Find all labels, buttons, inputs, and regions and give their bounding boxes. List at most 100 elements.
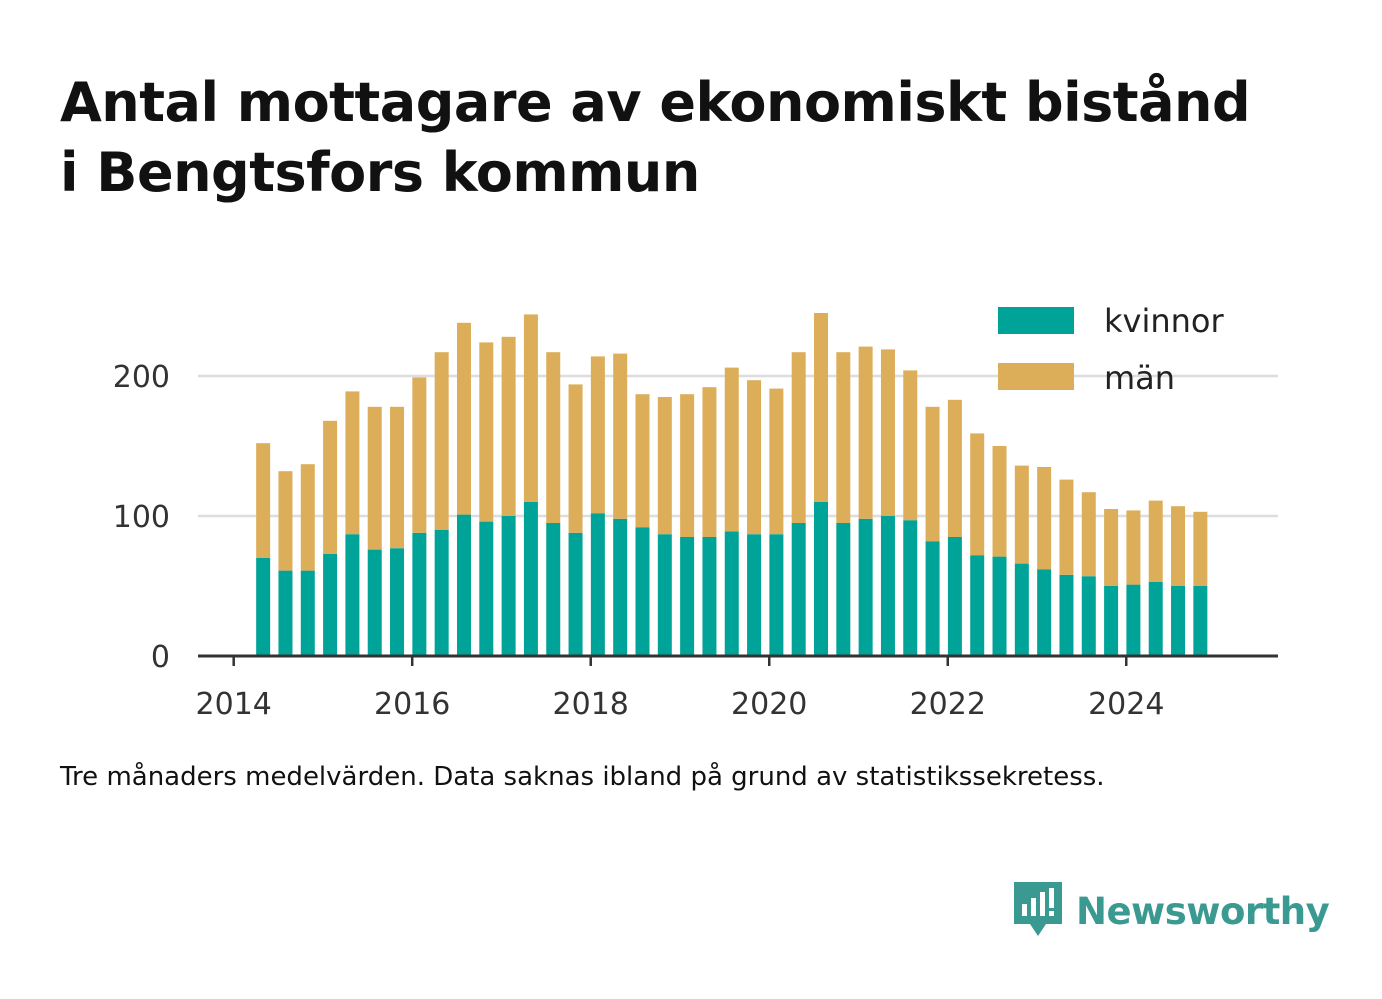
bar-man xyxy=(256,443,271,558)
bar-man xyxy=(546,352,561,523)
x-tick-label-2016: 2016 xyxy=(374,687,450,722)
bar-kvinnor xyxy=(880,516,895,656)
bar-man xyxy=(1126,510,1141,585)
bar-kvinnor xyxy=(278,570,293,656)
bar-kvinnor xyxy=(1148,581,1163,656)
bar-man xyxy=(479,342,494,522)
bar-man xyxy=(434,352,449,530)
bar-kvinnor xyxy=(1014,563,1029,656)
bar-kvinnor xyxy=(657,534,672,656)
bar-kvinnor xyxy=(814,502,829,656)
newsworthy-brand[interactable]: Newsworthy xyxy=(1012,880,1330,942)
bar-kvinnor xyxy=(501,516,516,656)
bar-man xyxy=(992,446,1007,557)
bar-kvinnor xyxy=(702,537,717,656)
bar-kvinnor xyxy=(367,549,382,656)
bar-man xyxy=(635,394,650,528)
bar-kvinnor xyxy=(724,531,739,656)
bar-man xyxy=(814,313,829,502)
bar-man xyxy=(345,391,360,535)
footnote: Tre månaders medelvärden. Data saknas ib… xyxy=(60,762,1105,792)
chart-title-line-1: Antal mottagare av ekonomiskt bistånd xyxy=(60,71,1251,134)
bar-kvinnor xyxy=(613,518,628,656)
x-tick-label-2018: 2018 xyxy=(553,687,629,722)
bar-kvinnor xyxy=(1193,586,1208,656)
bar-kvinnor xyxy=(523,502,538,656)
bar-man xyxy=(523,314,538,502)
bar-kvinnor xyxy=(1104,586,1119,656)
chart-title-line-2: i Bengtsfors kommun xyxy=(60,141,700,204)
bar-man xyxy=(590,356,605,514)
stacked-bar-chart: 2014 2016 2018 2020 2022 2024 0 100 200 kvinnor … xyxy=(113,302,1278,722)
bar-man xyxy=(747,380,762,535)
bar-man xyxy=(367,406,382,550)
bar-man xyxy=(1193,511,1208,586)
bar-man xyxy=(412,377,427,533)
bar-kvinnor xyxy=(680,537,695,656)
bar-kvinnor xyxy=(635,527,650,656)
newsworthy-logo-icon xyxy=(1012,880,1064,942)
bar-man xyxy=(657,397,672,535)
bar-man xyxy=(836,352,851,523)
x-tick-label-2020: 2020 xyxy=(731,687,807,722)
axes: 2014 2016 2018 2020 2022 2024 0 100 200 xyxy=(113,360,1278,722)
bar-man xyxy=(925,406,940,542)
bar-man xyxy=(680,394,695,537)
bar-man xyxy=(1171,506,1186,586)
x-tick-label-2014: 2014 xyxy=(196,687,272,722)
bar-man xyxy=(1148,500,1163,582)
bar-kvinnor xyxy=(390,548,405,656)
bar-kvinnor xyxy=(836,523,851,656)
bar-kvinnor xyxy=(925,541,940,656)
y-tick-label-200: 200 xyxy=(113,360,170,395)
bar-man xyxy=(501,336,516,516)
bar-kvinnor xyxy=(323,553,338,656)
legend-label-kvinnor: kvinnor xyxy=(1104,302,1225,340)
bar-kvinnor xyxy=(345,534,360,656)
bar-kvinnor xyxy=(412,532,427,656)
bar-kvinnor xyxy=(791,523,806,656)
bar-kvinnor xyxy=(546,523,561,656)
bar-man xyxy=(568,384,583,533)
bar-kvinnor xyxy=(769,534,784,656)
bar-kvinnor xyxy=(858,518,873,656)
bar-man xyxy=(970,433,985,556)
bar-kvinnor xyxy=(1126,584,1141,656)
bar-kvinnor xyxy=(590,513,605,656)
y-tick-label-0: 0 xyxy=(151,640,170,675)
bar-man xyxy=(613,353,628,519)
bar-man xyxy=(1081,492,1096,577)
bar-man xyxy=(390,406,405,549)
bar-kvinnor xyxy=(300,570,315,656)
bar-man xyxy=(903,370,918,521)
legend-swatch-kvinnor xyxy=(998,307,1074,334)
x-tick-label-2024: 2024 xyxy=(1088,687,1164,722)
chart-title: Antal mottagare av ekonomiskt bistånd i … xyxy=(60,68,1340,208)
bar-kvinnor xyxy=(479,521,494,656)
x-tick-label-2022: 2022 xyxy=(910,687,986,722)
bar-kvinnor xyxy=(256,558,271,656)
bar-man xyxy=(769,388,784,535)
bar-man xyxy=(278,471,293,571)
bar-man xyxy=(791,352,806,523)
bars xyxy=(256,313,1208,656)
y-tick-label-100: 100 xyxy=(113,500,170,535)
bar-man xyxy=(456,322,471,515)
bar-kvinnor xyxy=(747,534,762,656)
bar-kvinnor xyxy=(1059,574,1074,656)
legend-swatch-man xyxy=(998,363,1074,390)
bar-man xyxy=(880,349,895,516)
bar-man xyxy=(947,399,962,537)
bar-kvinnor xyxy=(1081,576,1096,656)
bar-man xyxy=(323,420,338,554)
bar-man xyxy=(1104,509,1119,586)
bar-man xyxy=(1014,465,1029,564)
bar-man xyxy=(858,346,873,519)
bar-man xyxy=(1037,467,1052,570)
bar-kvinnor xyxy=(1171,586,1186,656)
bar-kvinnor xyxy=(947,537,962,656)
legend: kvinnor män xyxy=(998,302,1225,397)
bar-kvinnor xyxy=(992,556,1007,656)
bar-kvinnor xyxy=(456,514,471,656)
bar-man xyxy=(724,367,739,532)
